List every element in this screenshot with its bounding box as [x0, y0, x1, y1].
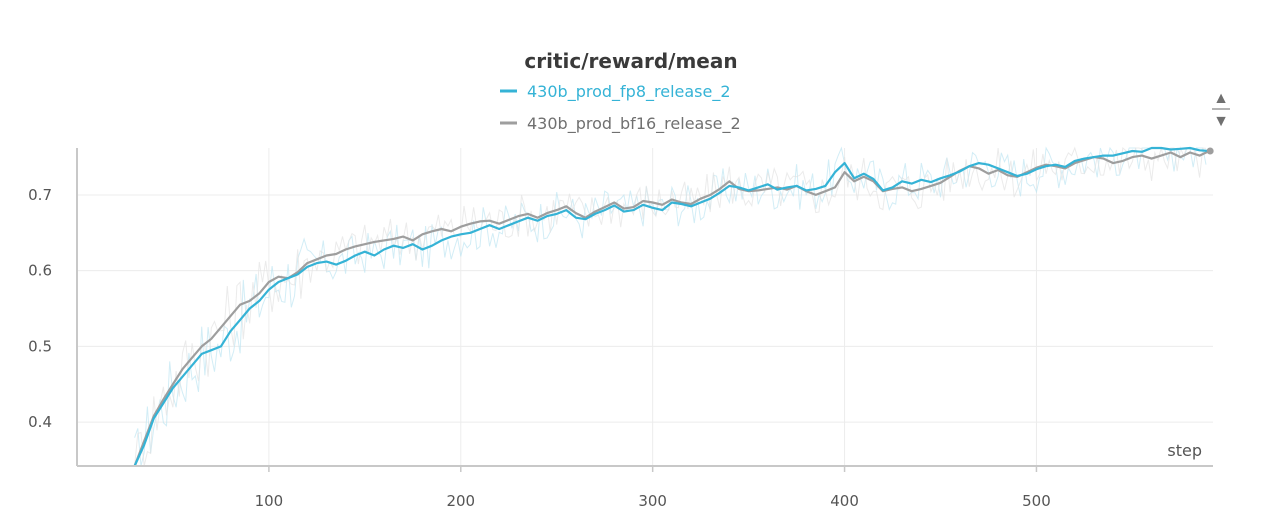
- x-tick-label: 200: [446, 492, 475, 510]
- y-tick-label: 0.4: [28, 413, 52, 431]
- y-tick-label: 0.5: [28, 337, 52, 355]
- legend-item[interactable]: 430b_prod_fp8_release_2: [500, 82, 731, 102]
- chart-title: critic/reward/mean: [524, 49, 737, 73]
- x-axis-label: step: [1167, 441, 1202, 460]
- legend-item[interactable]: 430b_prod_bf16_release_2: [500, 114, 741, 134]
- x-tick-label: 300: [638, 492, 667, 510]
- legend-scroll-controls: ▲ ▼: [1212, 90, 1230, 130]
- series-line: [133, 146, 1210, 467]
- y-tick-label: 0.6: [28, 262, 52, 280]
- x-tick-label: 100: [255, 492, 284, 510]
- legend-scroll-up-icon[interactable]: ▲: [1213, 90, 1229, 107]
- raw-series-line: [134, 146, 1207, 467]
- raw-series-layer: [134, 146, 1207, 467]
- x-tick-label: 400: [830, 492, 859, 510]
- series-end-point: [1206, 147, 1214, 155]
- y-tick-label: 0.7: [28, 186, 52, 204]
- legend-label: 430b_prod_bf16_release_2: [527, 114, 741, 134]
- axes: 0.4 0.5 0.6 0.7 100 200 300 400 500: [28, 148, 1213, 510]
- legend-scroll-down-icon[interactable]: ▼: [1213, 113, 1229, 130]
- series-layer: [133, 146, 1214, 467]
- x-tick-label: 500: [1022, 492, 1051, 510]
- legend[interactable]: 430b_prod_fp8_release_2 430b_prod_bf16_re…: [500, 82, 741, 134]
- legend-label: 430b_prod_fp8_release_2: [527, 82, 731, 102]
- series-line: [133, 150, 1210, 467]
